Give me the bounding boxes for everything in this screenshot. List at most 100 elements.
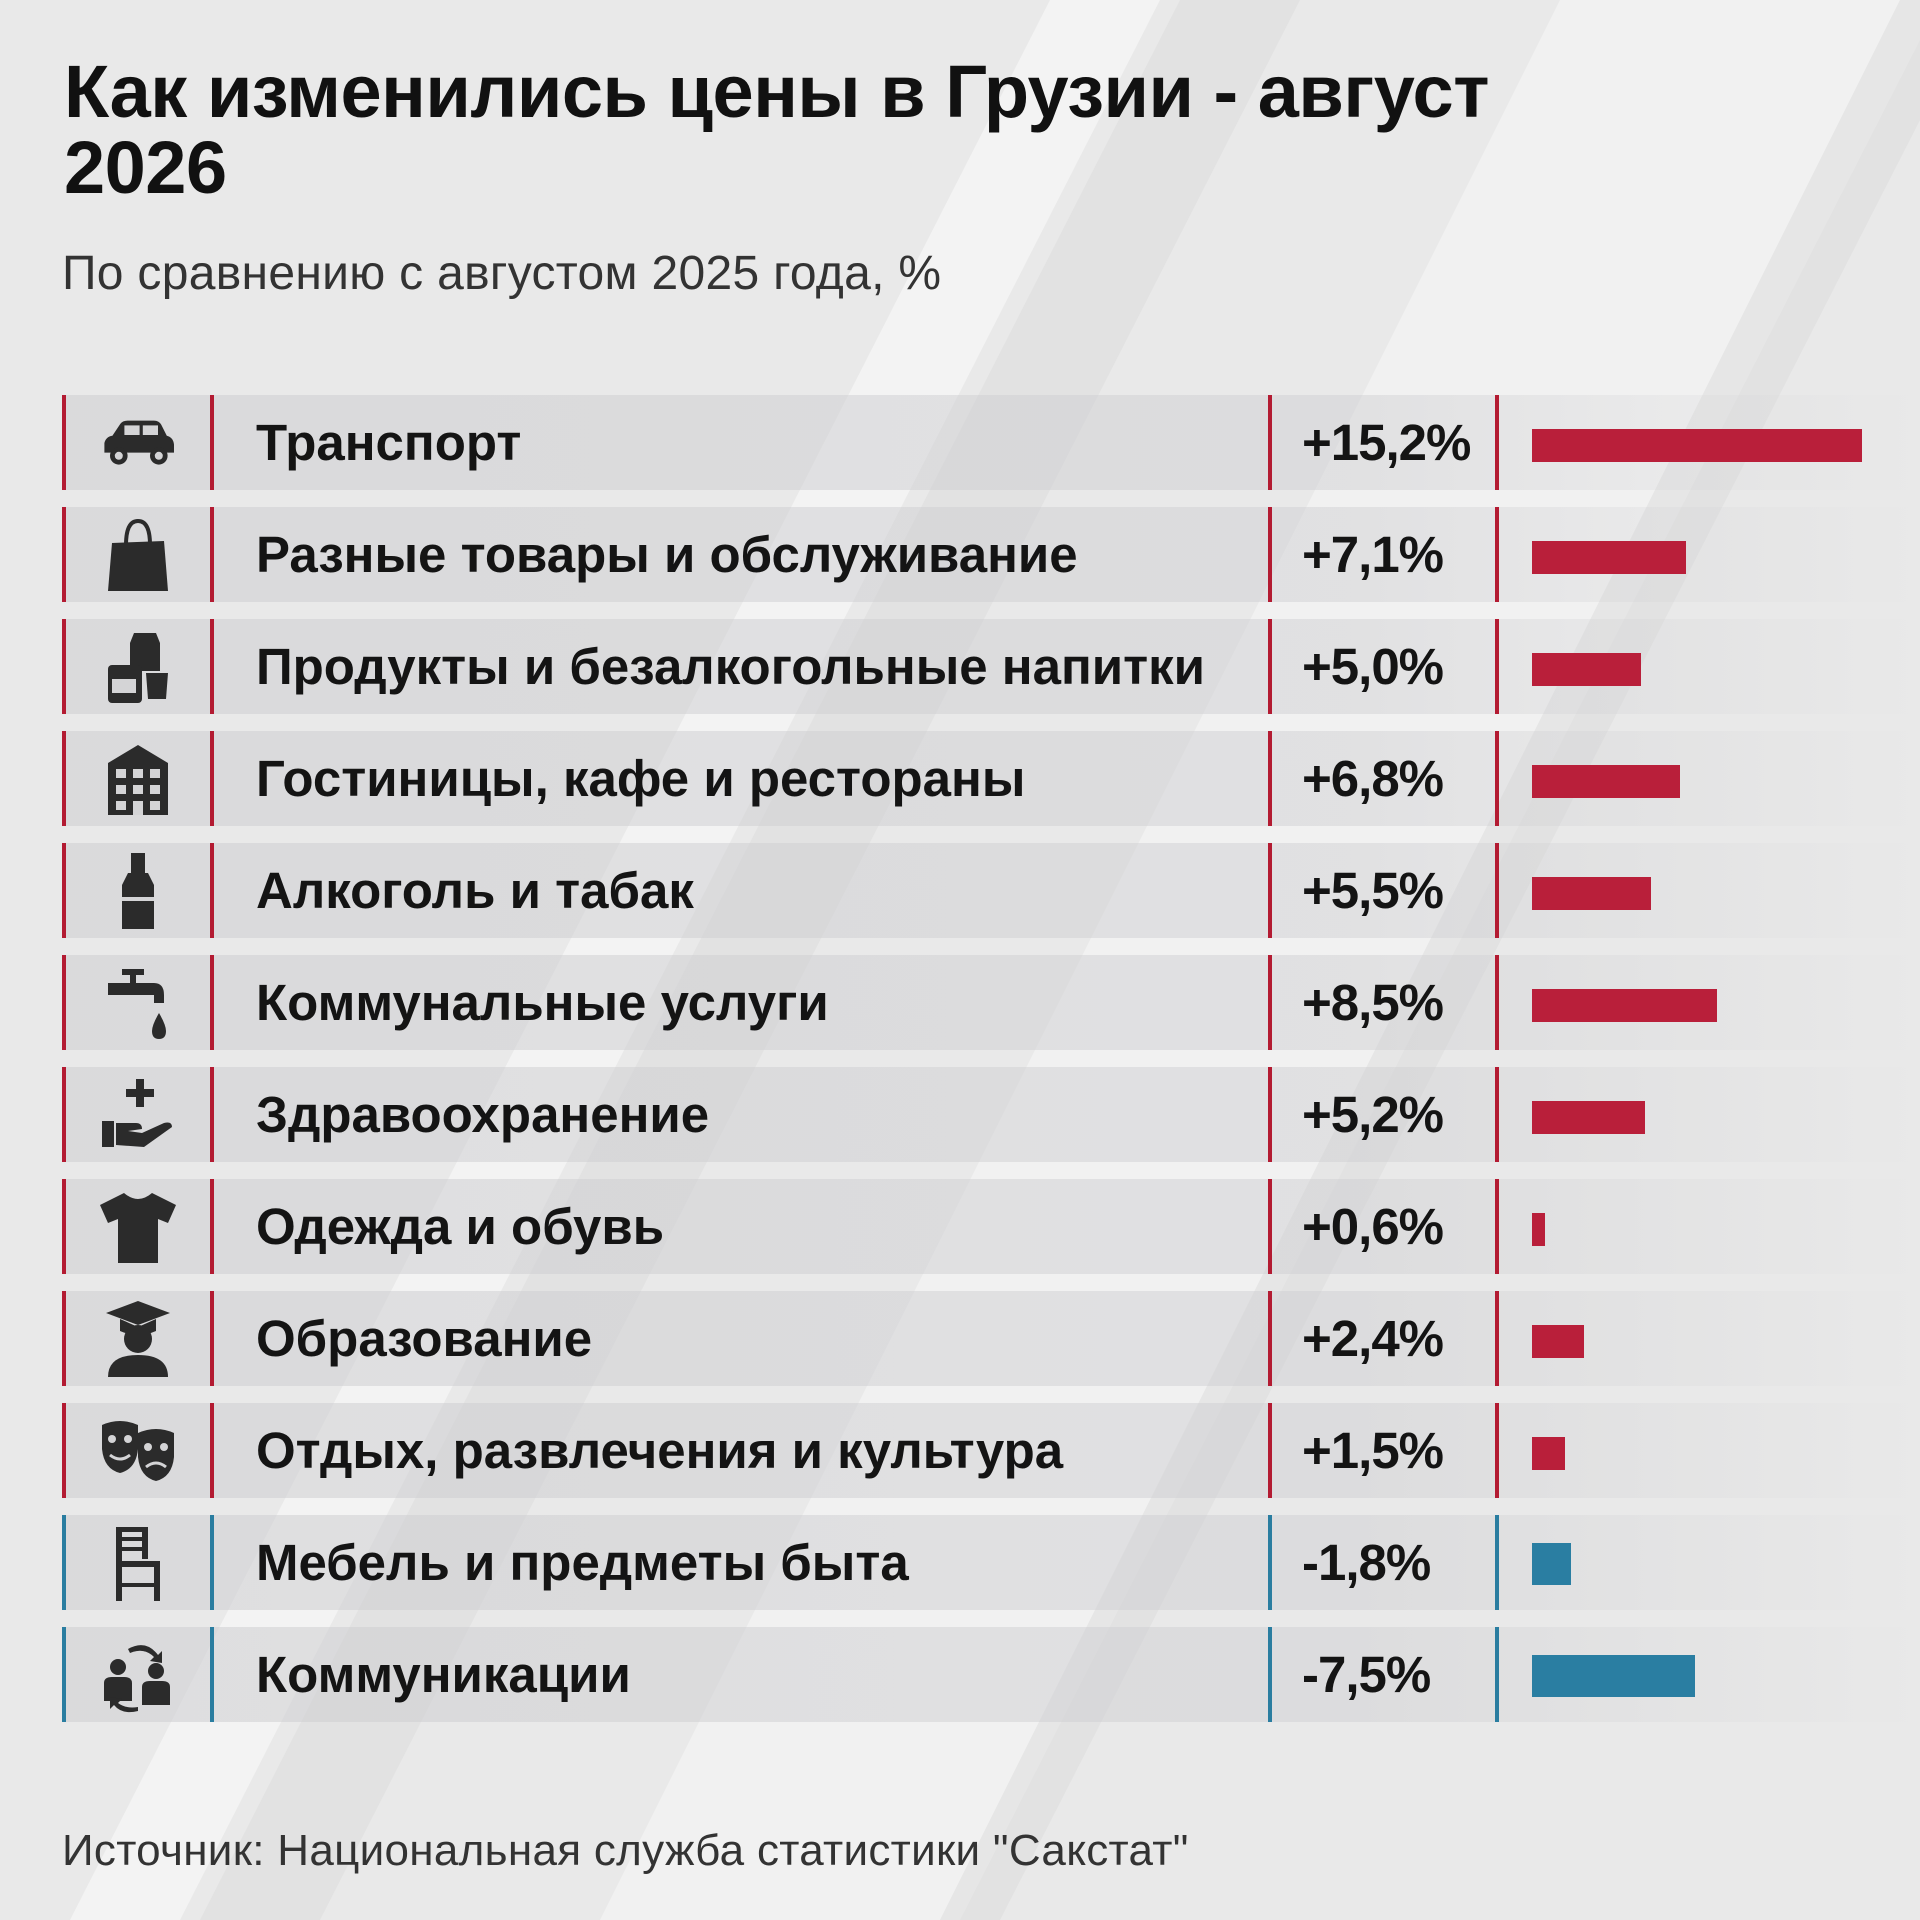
value-label: +5,0% (1302, 638, 1444, 695)
bar (1532, 1655, 1695, 1697)
faucet-icon (86, 962, 190, 1044)
chart-row: Здравоохранение +5,2% (62, 1067, 1920, 1162)
chart-row: Гостиницы, кафе и рестораны +6,8% (62, 731, 1920, 826)
chart-row: Одежда и обувь +0,6% (62, 1179, 1920, 1274)
row-divider (62, 1515, 66, 1610)
row-divider (210, 843, 214, 938)
row-divider (62, 619, 66, 714)
value-label: +6,8% (1302, 750, 1444, 807)
row-divider (210, 1627, 214, 1722)
chart-row: Разные товары и обслуживание +7,1% (62, 507, 1920, 602)
bar (1532, 1101, 1645, 1134)
value-label: +0,6% (1302, 1198, 1444, 1255)
row-divider (1495, 507, 1499, 602)
chart-row: Коммунальные услуги +8,5% (62, 955, 1920, 1050)
bar (1532, 989, 1717, 1022)
row-divider (1268, 507, 1272, 602)
row-divider (1495, 619, 1499, 714)
tshirt-icon (86, 1186, 190, 1268)
row-divider (1268, 619, 1272, 714)
bottle-icon (86, 850, 190, 932)
category-label: Отдых, развлечения и культура (256, 1422, 1064, 1479)
row-divider (1268, 843, 1272, 938)
row-divider (62, 1179, 66, 1274)
chart-row: Отдых, развлечения и культура +1,5% (62, 1403, 1920, 1498)
category-label: Образование (256, 1310, 593, 1367)
chart-row: Мебель и предметы быта -1,8% (62, 1515, 1920, 1610)
theater-masks-icon (86, 1410, 190, 1492)
value-label: +7,1% (1302, 526, 1444, 583)
people-exchange-icon (86, 1634, 190, 1716)
value-label: -7,5% (1302, 1646, 1431, 1703)
category-label: Коммуникации (256, 1646, 631, 1703)
row-divider (1268, 1515, 1272, 1610)
chart-row: Продукты и безалкогольные напитки +5,0% (62, 619, 1920, 714)
row-divider (210, 1067, 214, 1162)
bar (1532, 653, 1641, 686)
row-divider (62, 507, 66, 602)
row-divider (62, 1627, 66, 1722)
groceries-icon (86, 626, 190, 708)
row-divider (1268, 731, 1272, 826)
bar (1532, 877, 1652, 910)
chart-row: Коммуникации -7,5% (62, 1627, 1920, 1722)
chart-row: Алкоголь и табак +5,5% (62, 843, 1920, 938)
value-label: +1,5% (1302, 1422, 1444, 1479)
row-divider (210, 1515, 214, 1610)
row-divider (210, 1291, 214, 1386)
row-divider (1495, 395, 1499, 490)
value-label: +2,4% (1302, 1310, 1444, 1367)
row-divider (1268, 955, 1272, 1050)
row-divider (210, 395, 214, 490)
bar (1532, 429, 1862, 462)
row-divider (1495, 1515, 1499, 1610)
category-label: Гостиницы, кафе и рестораны (256, 750, 1026, 807)
category-label: Алкоголь и табак (256, 862, 694, 919)
row-divider (1495, 731, 1499, 826)
row-divider (62, 843, 66, 938)
category-label: Мебель и предметы быта (256, 1534, 909, 1591)
row-divider (210, 1179, 214, 1274)
value-label: +5,5% (1302, 862, 1444, 919)
row-divider (210, 731, 214, 826)
bar (1532, 1213, 1546, 1246)
car-icon (86, 402, 190, 484)
chart-row: Образование +2,4% (62, 1291, 1920, 1386)
category-label: Коммунальные услуги (256, 974, 829, 1031)
healthcare-hand-icon (86, 1074, 190, 1156)
row-divider (1495, 955, 1499, 1050)
row-divider (1495, 1291, 1499, 1386)
row-divider (1268, 1403, 1272, 1498)
row-divider (1268, 1179, 1272, 1274)
bar (1532, 1543, 1572, 1585)
chart-row: Транспорт +15,2% (62, 395, 1920, 490)
category-label: Одежда и обувь (256, 1198, 665, 1255)
row-divider (1495, 1403, 1499, 1498)
row-divider (210, 619, 214, 714)
row-divider (1495, 1627, 1499, 1722)
row-divider (62, 955, 66, 1050)
value-label: -1,8% (1302, 1534, 1431, 1591)
shopping-bag-icon (86, 514, 190, 596)
bar (1532, 541, 1687, 574)
row-divider (1268, 1627, 1272, 1722)
bar (1532, 765, 1680, 798)
category-label: Продукты и безалкогольные напитки (256, 638, 1205, 695)
value-label: +15,2% (1302, 414, 1471, 471)
row-divider (1495, 843, 1499, 938)
graduate-icon (86, 1298, 190, 1380)
row-divider (210, 1403, 214, 1498)
row-divider (1495, 1179, 1499, 1274)
chair-icon (86, 1522, 190, 1604)
row-divider (1268, 1291, 1272, 1386)
category-label: Здравоохранение (256, 1086, 710, 1143)
bar (1532, 1437, 1565, 1470)
chart-title: Как изменились цены в Грузии - август 20… (64, 50, 1489, 209)
row-divider (62, 395, 66, 490)
category-label: Разные товары и обслуживание (256, 526, 1078, 583)
source-note: Источник: Национальная служба статистики… (62, 1826, 1189, 1875)
row-divider (62, 1067, 66, 1162)
building-icon (86, 738, 190, 820)
row-divider (210, 507, 214, 602)
